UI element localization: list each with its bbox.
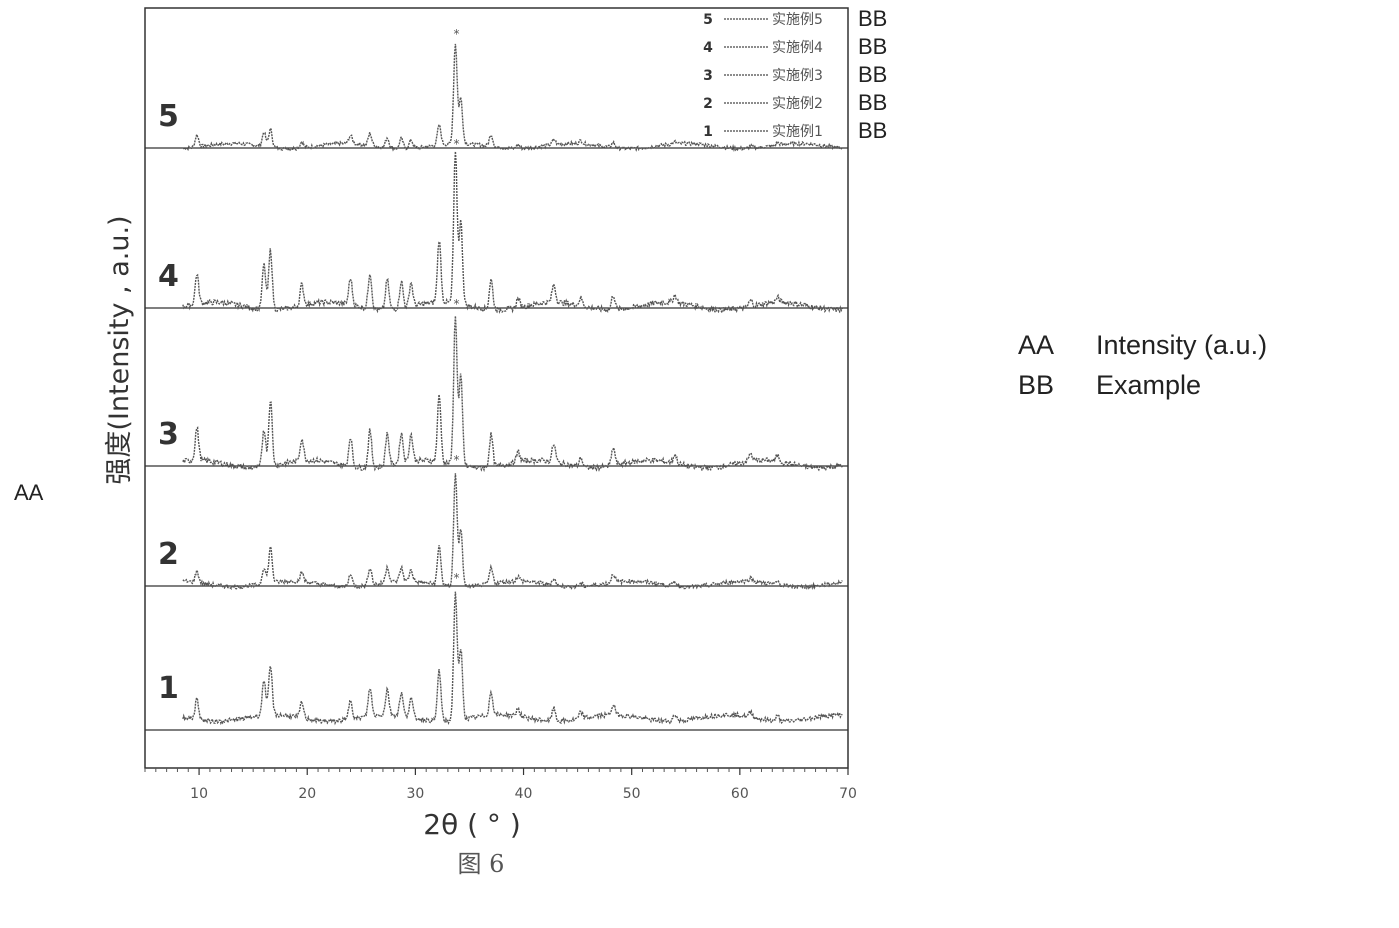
x-tick-label: 30 — [406, 786, 424, 802]
panel-label-4: 4 — [158, 259, 179, 294]
peak-marker: * — [453, 571, 459, 585]
legend-index: 5 — [703, 12, 713, 28]
x-tick-label: 60 — [731, 786, 749, 802]
x-axis: 10 20 30 40 50 60 70 — [144, 768, 857, 802]
peak-marker: * — [453, 137, 459, 151]
trace-series-5 — [182, 43, 843, 152]
panel-label-5: 5 — [158, 99, 179, 134]
glossary: AA Intensity (a.u.) BB Example — [1018, 330, 1267, 410]
x-tick-label: 50 — [623, 786, 641, 802]
legend-suffix: BB — [858, 62, 887, 87]
panel-label-3: 3 — [158, 417, 179, 452]
peak-markers: * * * * * — [453, 27, 459, 585]
trace-series-4 — [182, 151, 843, 314]
trace-series-1 — [182, 591, 843, 726]
legend-index: 1 — [703, 124, 713, 140]
glossary-meaning: Intensity (a.u.) — [1096, 330, 1268, 360]
side-code-label: AA — [14, 480, 44, 505]
trace-series-2 — [182, 473, 843, 591]
panel-label-2: 2 — [158, 537, 179, 572]
glossary-meaning: Example — [1096, 370, 1202, 400]
y-axis-label: 强度(Intensity , a.u.) — [104, 215, 135, 484]
legend-index: 3 — [703, 68, 713, 84]
figure-caption: 图 6 — [458, 850, 505, 878]
legend-label: 实施例1 — [772, 124, 823, 140]
glossary-code: BB — [1018, 370, 1055, 400]
panel-labels: 5 4 3 2 1 — [158, 99, 179, 706]
legend-label: 实施例3 — [772, 68, 823, 84]
x-tick-label: 70 — [839, 786, 857, 802]
legend-suffix: BB — [858, 34, 887, 59]
legend-suffix: BB — [858, 118, 887, 143]
x-tick-label: 20 — [298, 786, 316, 802]
x-axis-label: 2θ ( ° ) — [423, 808, 521, 841]
legend-label: 实施例5 — [772, 12, 823, 28]
legend-suffix: BB — [858, 90, 887, 115]
legend: 5 实施例5 BB 4 实施例4 BB 3 实施例3 BB 2 实施例2 BB 1 实施例1 BB — [703, 6, 887, 143]
legend-label: 实施例4 — [772, 40, 823, 56]
glossary-row: AA Intensity (a.u.) — [1018, 330, 1267, 370]
legend-index: 4 — [703, 40, 713, 56]
peak-marker: * — [453, 27, 459, 41]
glossary-code: AA — [1018, 330, 1055, 360]
plot-frame — [144, 7, 849, 769]
glossary-row: BB Example — [1018, 370, 1267, 410]
legend-index: 2 — [703, 96, 713, 112]
x-tick-label: 10 — [190, 786, 208, 802]
panel-label-1: 1 — [158, 671, 179, 706]
diffraction-traces — [182, 43, 843, 726]
trace-series-3 — [182, 315, 843, 473]
legend-suffix: BB — [858, 6, 887, 31]
peak-marker: * — [453, 453, 459, 467]
legend-label: 实施例2 — [772, 96, 823, 112]
peak-marker: * — [453, 297, 459, 311]
x-tick-label: 40 — [515, 786, 533, 802]
panel-separators — [145, 147, 848, 731]
